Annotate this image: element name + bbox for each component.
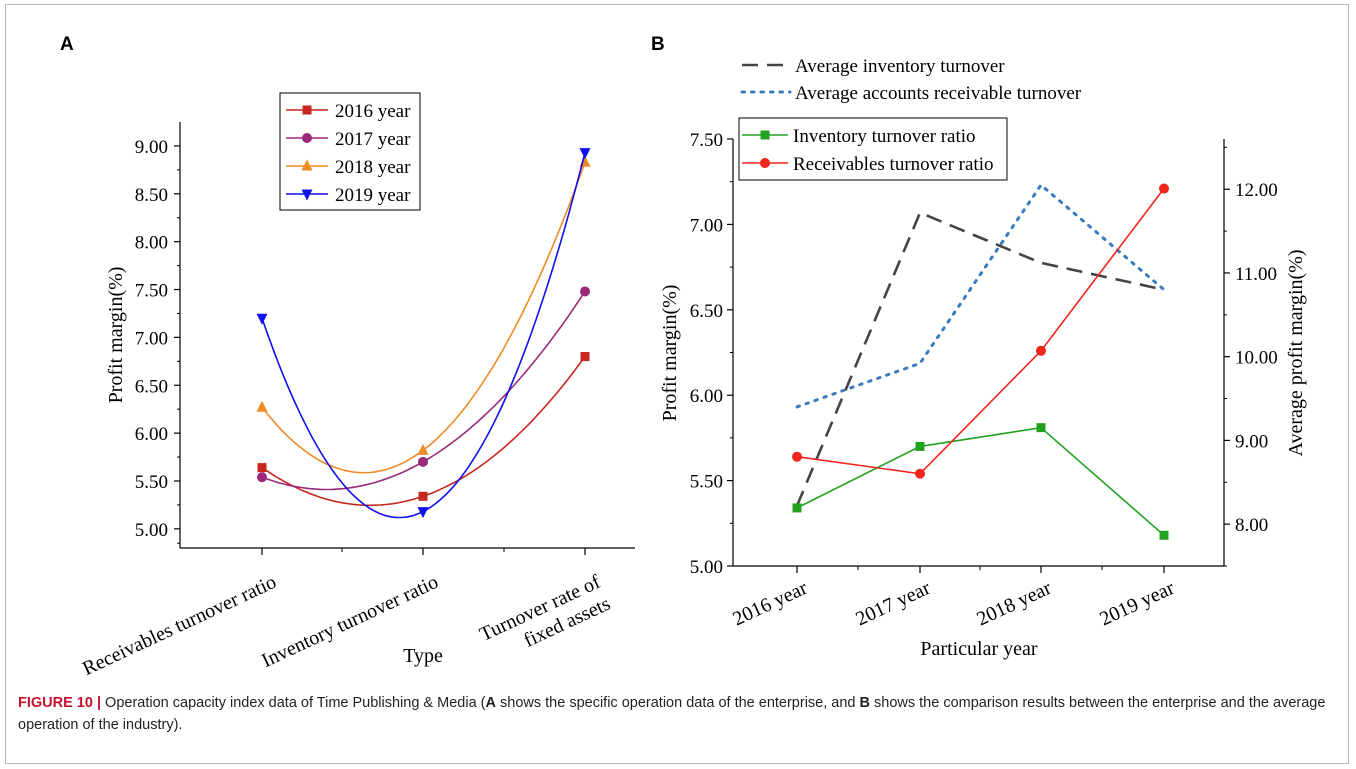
panel-a-data-point (256, 313, 268, 325)
panel-b-data-point (792, 503, 802, 513)
panel-b-x-tick-label-group: 2016 year (729, 577, 811, 631)
panel-b-data-point (1159, 530, 1169, 540)
panel-a-legend: 2016 year 2017 year 2018 year 2019 year (279, 92, 421, 211)
panel-b-y-tick-label: 5.50 (690, 472, 723, 493)
panel-b: B 5.00 5.50 6.00 6.50 7.00 7.50 8.00 9.00 10.00… (651, 34, 1307, 660)
panel-a-y-tick-label: 8.00 (135, 233, 168, 254)
panel-b-x-tick-label: 2016 year (729, 577, 811, 631)
panel-b-data-point (1159, 183, 1169, 194)
panel-b-right-y-tick-label: 9.00 (1235, 431, 1268, 452)
panel-b-x-tick-label: 2019 year (1096, 577, 1178, 631)
panel-b-label: B (651, 34, 665, 55)
panel-a: A 5.00 5.50 6.00 6.50 7.00 7.50 8.00 8.50 9.00 R… (60, 34, 635, 680)
panel-b-legend-label: Average inventory turnover (795, 56, 1005, 77)
panel-b-series-line (795, 182, 1166, 409)
panel-a-x-tick-label-group: Receivables turnover ratio (79, 571, 280, 680)
panel-a-data-point (418, 456, 428, 467)
panel-a-legend-marker (301, 159, 313, 171)
panel-a-x-tick-label: Receivables turnover ratio (79, 571, 280, 680)
panel-b-data-point (792, 451, 802, 462)
panel-b-x-tick-label-group: 2017 year (852, 577, 934, 631)
panel-a-y-tick-label: 7.50 (135, 281, 168, 302)
panel-b-legend-marker (760, 158, 770, 168)
caption-text-3: shows the comparison results between the… (18, 695, 1326, 733)
panel-a-data-point (418, 491, 428, 501)
caption-bold-a: A (485, 695, 496, 711)
panel-b-legend-label: Average accounts receivable turnover (795, 83, 1082, 104)
panel-b-data-point (915, 441, 925, 451)
panel-a-y-tick-label: 8.50 (135, 185, 168, 206)
panel-b-series-line (796, 426, 1165, 536)
panel-b-data-point (1036, 423, 1046, 433)
panel-a-data-point (580, 352, 590, 362)
figure-frame (5, 4, 1349, 764)
figure-caption: FIGURE 10 | Operation capacity index dat… (18, 692, 1338, 736)
panel-b-series-line (796, 188, 1165, 475)
panel-a-legend-label: 2018 year (335, 157, 411, 178)
panel-b-right-y-tick-label: 12.00 (1235, 180, 1278, 201)
panel-b-y-tick-label: 7.50 (690, 130, 723, 151)
panel-a-y-tick-label: 6.50 (135, 376, 168, 397)
caption-figure-label: FIGURE 10 | (18, 695, 102, 711)
panel-b-data-point (1036, 345, 1046, 356)
caption-text-1: Operation capacity index data of Time Pu… (101, 695, 486, 711)
figure-charts: A 5.00 5.50 6.00 6.50 7.00 7.50 8.00 8.50 9.00 R… (60, 34, 1307, 680)
panel-b-legend-frame (738, 117, 1008, 181)
panel-b-y-tick-label: 7.00 (690, 215, 723, 236)
panel-a-data-point (580, 286, 590, 297)
panel-a-data-point (579, 148, 591, 160)
panel-a-y-tick-label: 5.00 (135, 520, 168, 541)
panel-b-x-tick-label: 2018 year (973, 577, 1055, 631)
panel-b-x-tick-label-group: 2019 year (1096, 577, 1178, 631)
panel-b-y-tick-label: 6.00 (690, 386, 723, 407)
panel-a-x-axis-label: Type (403, 645, 443, 667)
panel-a-legend-label: 2019 year (335, 185, 411, 206)
panel-a-series-line (261, 356, 586, 507)
caption-bold-b: B (859, 695, 870, 711)
panel-a-legend-label: 2017 year (335, 129, 411, 150)
panel-a-data-point (257, 463, 267, 473)
panel-b-right-y-axis-label: Average profit margin(%) (1285, 250, 1307, 457)
panel-b-y-tick-label: 6.50 (690, 301, 723, 322)
panel-a-y-tick-label: 5.50 (135, 472, 168, 493)
panel-b-right-y-tick-label: 8.00 (1235, 515, 1268, 536)
panel-a-legend-marker (301, 189, 313, 201)
panel-b-y-axis-label: Profit margin(%) (659, 285, 681, 422)
panel-b-legend-label: Inventory turnover ratio (793, 126, 976, 147)
panel-a-legend-label: 2016 year (335, 101, 411, 122)
panel-a-legend-marker (302, 105, 312, 115)
panel-a-data-point (417, 443, 429, 455)
panel-b-y-tick-label: 5.00 (690, 557, 723, 578)
panel-a-y-tick-label: 9.00 (135, 137, 168, 158)
panel-a-data-point (257, 472, 267, 483)
caption-text-2: shows the specific operation data of the… (495, 695, 860, 711)
panel-a-label: A (60, 34, 74, 55)
panel-b-x-tick-label: 2017 year (852, 577, 934, 631)
panel-b-right-y-tick-label: 11.00 (1235, 264, 1277, 285)
panel-b-right-y-tick-label: 10.00 (1235, 348, 1278, 369)
panel-a-data-point (256, 400, 268, 412)
panel-b-x-tick-label-group: 2018 year (973, 577, 1055, 631)
panel-b-data-point (915, 468, 925, 479)
panel-b-legend-label: Receivables turnover ratio (793, 154, 993, 175)
panel-a-y-axis-label: Profit margin(%) (105, 267, 127, 404)
panel-b-series-line (795, 211, 1165, 507)
panel-a-data-point (417, 507, 429, 519)
panel-a-legend-marker (302, 133, 312, 143)
panel-a-y-tick-label: 6.00 (135, 424, 168, 445)
panel-b-legend-marker (760, 130, 770, 140)
panel-b-legend-top: Average inventory turnover Average accoun… (740, 56, 1082, 104)
panel-a-y-tick-label: 7.00 (135, 328, 168, 349)
panel-b-x-axis-label: Particular year (920, 638, 1037, 660)
panel-b-legend-box: Inventory turnover ratio Receivables turn… (738, 117, 1008, 181)
